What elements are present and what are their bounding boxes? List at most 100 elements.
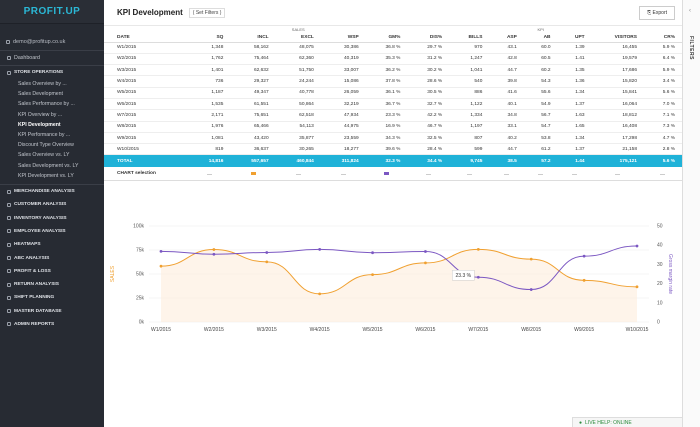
column-header[interactable]: WSP	[320, 33, 366, 43]
sidebar-item-store-0[interactable]: Sales Overview by ...	[18, 81, 67, 88]
chart-toggle-icon[interactable]	[425, 171, 431, 175]
table-row[interactable]: W2/2015 1,762 75,464 62,360 40,319 35.3 % 31.2…	[104, 53, 682, 66]
table-row[interactable]: W7/2015 2,171 75,651 62,518 47,934 23.3 % 42.2…	[104, 109, 682, 122]
column-header[interactable]: EXCL	[275, 33, 321, 43]
column-header[interactable]: AB	[523, 33, 558, 43]
data-point	[371, 251, 374, 255]
chart-toggle-icon[interactable]	[340, 171, 346, 175]
sidebar-section-0[interactable]: MERCHANDISE ANALYSIS	[0, 185, 104, 198]
table-row[interactable]: W10/2015 819 36,637 30,265 18,277 39.6 % 28.4 …	[104, 143, 682, 156]
sidebar-item-dashboard[interactable]: Dashboard	[0, 51, 104, 65]
dashboard-icon	[7, 56, 11, 60]
group-kpi: KPI	[537, 27, 544, 32]
chart-toggle-icon[interactable]	[572, 171, 578, 175]
section-icon	[7, 295, 11, 300]
y-tick-right: 0	[657, 320, 660, 326]
chart-toggle-icon[interactable]	[538, 171, 544, 175]
table-row[interactable]: W5/2015 1,187 49,347 40,778 26,059 36.1 % 30.5…	[104, 87, 682, 99]
table-row[interactable]: W1/2015 1,348 58,162 48,075 30,386 36.8 % 29.7…	[104, 42, 682, 54]
set-filters-button[interactable]: ( Set Filters )	[188, 7, 226, 18]
section-icon	[7, 309, 11, 314]
column-header[interactable]: DATE	[104, 33, 190, 43]
table-row[interactable]: W6/2015 1,535 61,551 50,864 32,219 36.7 % 32.7…	[104, 98, 682, 111]
chart-toggle-icon[interactable]	[295, 171, 301, 175]
series-line	[160, 245, 638, 291]
sidebar-section-1[interactable]: CUSTOMER ANALYSIS	[0, 198, 104, 211]
kpi-table: SALES KPI DATE SQ INCL EXCL WSP GM% DIS% BILLS A…	[104, 26, 682, 182]
column-header[interactable]: UPT	[557, 33, 592, 43]
chevron-left-icon: ‹	[689, 8, 691, 14]
data-point	[635, 244, 639, 248]
section-icon	[7, 322, 11, 327]
user-account[interactable]: demo@profitup.co.uk	[0, 24, 104, 50]
y-tick-left: 25k	[136, 296, 145, 302]
section-icon	[7, 202, 11, 207]
sidebar-section-7[interactable]: RETURN ANALYSIS	[0, 278, 104, 291]
data-point	[212, 248, 216, 251]
data-point	[265, 251, 269, 254]
sidebar-section-6[interactable]: PROFIT & LOSS	[0, 265, 104, 278]
sidebar-section-3[interactable]: EMPLOYEE ANALYSIS	[0, 225, 104, 238]
x-tick-label: W6/2015	[415, 327, 435, 333]
y-tick-left: 100k	[133, 224, 144, 230]
column-header[interactable]: VISITORS	[591, 33, 644, 43]
sidebar-item-store-6[interactable]: Discount Type Overview	[18, 142, 74, 149]
table-row[interactable]: W4/2015 736 29,327 24,244 15,086 37.8 % 28.6 %…	[104, 75, 682, 88]
column-header[interactable]: CR%	[643, 33, 682, 43]
x-tick-label: W5/2015	[363, 327, 383, 333]
data-point	[318, 248, 322, 251]
data-point	[529, 257, 533, 261]
sidebar-section-8[interactable]: SHIFT PLANNING	[0, 291, 104, 304]
area-fill	[161, 249, 637, 322]
column-header[interactable]: GM%	[365, 33, 408, 43]
sidebar-section-4[interactable]: HEATMAPS	[0, 238, 104, 251]
sidebar-item-store-4[interactable]: KPI Development	[18, 121, 61, 128]
section-icon	[7, 216, 11, 221]
x-tick-label: W4/2015	[310, 327, 330, 333]
x-tick-label: W2/2015	[204, 327, 224, 333]
sidebar-item-store-2[interactable]: Sales Performance by ...	[18, 101, 75, 108]
chart-toggle-icon[interactable]	[384, 171, 390, 175]
sidebar-item-store-3[interactable]: KPI Overview by ...	[18, 111, 63, 118]
chart-toggle-icon[interactable]	[504, 171, 510, 175]
column-header[interactable]: DIS%	[407, 33, 450, 43]
export-button[interactable]: ⎘ Export	[639, 6, 675, 20]
chart-toggle-icon[interactable]	[466, 171, 472, 175]
chart-toggle-icon[interactable]	[660, 171, 666, 175]
sidebar-item-store-9[interactable]: KPI Development vs. LY	[18, 172, 74, 179]
store-icon	[7, 70, 11, 75]
sidebar: PROFIT.UP demo@profitup.co.uk Dashboard …	[0, 0, 104, 427]
sidebar-section-store-operations[interactable]: STORE OPERATIONS	[0, 66, 104, 79]
page-title: KPI Development	[117, 8, 183, 17]
table-row[interactable]: W3/2015 1,401 62,632 51,750 33,007 36.2 % 30.2…	[104, 64, 682, 77]
sidebar-item-store-1[interactable]: Sales Development	[18, 91, 63, 98]
sidebar-section-5[interactable]: ABC ANALYSIS	[0, 251, 104, 264]
column-header[interactable]: SQ	[189, 33, 231, 43]
column-header[interactable]: ASP	[489, 33, 524, 43]
x-tick-label: W7/2015	[468, 327, 488, 333]
sidebar-item-store-5[interactable]: KPI Performance by ...	[18, 132, 71, 139]
sidebar-section-2[interactable]: INVENTORY ANALYSIS	[0, 211, 104, 224]
logo[interactable]: PROFIT.UP	[0, 0, 104, 24]
table-row[interactable]: W9/2015 1,081 43,420 35,877 23,559 34.3 % 32.5…	[104, 132, 682, 145]
section-icon	[7, 282, 11, 287]
sidebar-item-store-8[interactable]: Sales Development vs. LY	[18, 162, 79, 169]
filters-panel-toggle[interactable]: ‹ FILTERS	[682, 0, 700, 427]
column-header[interactable]: BILLS	[449, 33, 490, 43]
column-header[interactable]: INCL	[230, 33, 276, 43]
y-axis-label-left: SALES	[110, 265, 116, 282]
chart-toggle-icon[interactable]	[207, 171, 213, 175]
table-row[interactable]: W8/2015 1,976 65,466 54,113 44,975 16.9 % 46.7…	[104, 121, 682, 133]
y-tick-right: 30	[657, 262, 663, 268]
x-tick-label: W10/2015	[626, 327, 649, 333]
x-tick-label: W1/2015	[151, 327, 171, 333]
chart-toggle-icon[interactable]	[250, 171, 256, 175]
sidebar-section-9[interactable]: MASTER DATABASE	[0, 305, 104, 318]
live-help-status[interactable]: ● LIVE HELP: ONLINE	[572, 417, 682, 427]
chart-toggle-icon[interactable]	[615, 171, 621, 175]
y-axis-label-right: Gross margin rate	[667, 254, 673, 294]
sidebar-item-store-7[interactable]: Sales Overview vs. LY	[18, 152, 70, 159]
sidebar-section-10[interactable]: ADMIN REPORTS	[0, 318, 104, 331]
y-tick-left: 0k	[139, 320, 145, 326]
y-tick-left: 75k	[136, 248, 145, 254]
